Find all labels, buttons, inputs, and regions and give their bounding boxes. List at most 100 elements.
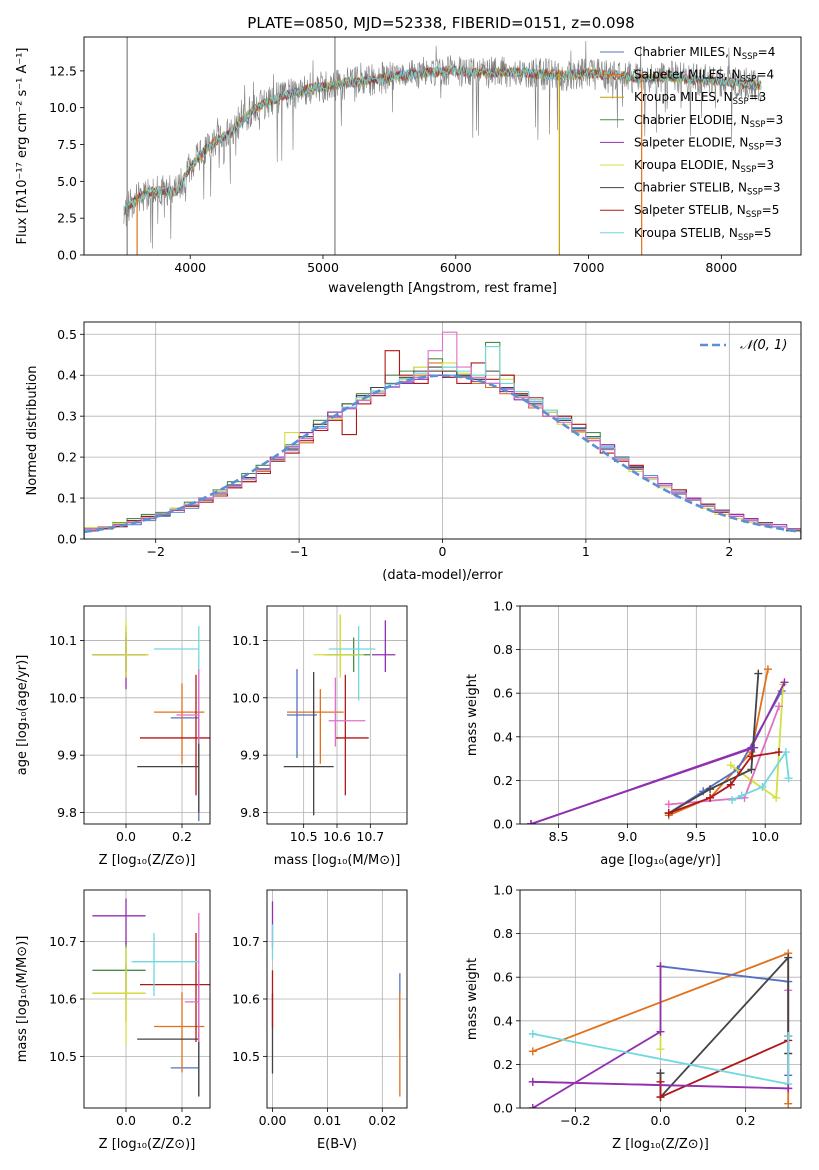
y-tick-label: 10.7 (49, 934, 77, 949)
mass_vs_Z-xlabel: Z [log₁₀(Z/Z⊙)] (99, 1137, 196, 1152)
y-tick-label: 9.8 (57, 805, 77, 820)
weight-series-marker (784, 1032, 793, 1041)
errorbar-point (184, 912, 200, 1043)
x-tick-label: −1 (290, 544, 308, 559)
y-tick-label: 9.8 (240, 805, 260, 820)
weight-series-marker (774, 702, 783, 711)
errorbar-point (287, 689, 344, 764)
weight_vs_age-frame (519, 605, 802, 825)
y-tick-label: 0.8 (493, 926, 513, 941)
y-tick-label: 0.2 (493, 1057, 513, 1072)
legend-label-val: =4 (758, 45, 776, 59)
mass_vs_ebv-frame (266, 889, 408, 1109)
weight-series-marker (737, 791, 746, 800)
weight-series-marker (780, 678, 789, 687)
x-tick-label: 0.00 (259, 1113, 287, 1128)
y-tick-label: 0.2 (57, 450, 77, 465)
legend-label: Kroupa STELIB, NSSP=5 (634, 226, 772, 243)
y-tick-label: 5.0 (57, 174, 77, 189)
x-tick-label: 1 (582, 544, 590, 559)
legend-label-val: =3 (766, 113, 784, 127)
legend-label-val: =4 (756, 68, 774, 82)
x-tick-label: 9.5 (686, 829, 706, 844)
weight-series-marker (656, 962, 665, 971)
y-tick-label: 12.5 (49, 63, 77, 78)
weight-series-marker (664, 809, 673, 818)
x-tick-label: 0 (439, 544, 447, 559)
weight-series-marker (758, 782, 767, 791)
spectrum-ylabel: Flux [fλ10⁻¹⁷ erg cm⁻² s⁻¹ A⁻¹] (15, 48, 30, 245)
residuals-ylabel: Normed distribution (25, 366, 40, 496)
errorbar-point (328, 626, 376, 701)
mass_vs_Z-frame (83, 889, 211, 1109)
weight-series-marker (706, 793, 715, 802)
x-tick-label: 10.0 (751, 829, 779, 844)
y-tick-label: 10.6 (232, 992, 260, 1007)
legend-label: Kroupa ELODIE, NSSP=3 (634, 158, 774, 175)
weight_vs_age-ylabel: mass weight (465, 674, 480, 756)
age_vs_Z-axes: 0.0 0.2 9.8 9.9 10.0 10.1 (49, 606, 210, 844)
x-tick-label: 0.0 (651, 1113, 671, 1128)
errorbar-point (92, 898, 146, 945)
weight-series-marker (750, 743, 759, 752)
errorbar-point (283, 671, 334, 816)
errorbar-point (92, 620, 149, 678)
legend-label-val: =5 (754, 226, 772, 240)
y-tick-label: 10.0 (49, 690, 77, 705)
x-tick-label: 5000 (307, 260, 339, 275)
y-tick-label: 9.9 (57, 748, 77, 763)
errorbar-point (287, 669, 317, 759)
errorbar-point (335, 674, 369, 796)
normal-legend-label: 𝒩(0, 1) (740, 338, 787, 353)
errorbar-point (92, 947, 146, 1045)
weight-series-marker (754, 669, 763, 678)
weight-series-marker (528, 1104, 537, 1108)
x-tick-label: 2 (725, 544, 733, 559)
weight-series-line (668, 673, 760, 814)
x-tick-label: 10.7 (356, 829, 384, 844)
weight-series-marker (664, 800, 673, 809)
y-tick-label: 10.6 (49, 992, 77, 1007)
weight-series-marker (772, 793, 781, 802)
x-tick-label: 9.0 (617, 829, 637, 844)
x-tick-label: 0.02 (368, 1113, 396, 1128)
legend-label: Salpeter MILES, NSSP=4 (634, 68, 774, 85)
y-tick-label: 0.0 (57, 532, 77, 547)
age_vs_mass-axes: 10.5 10.6 10.7 9.8 9.9 10.0 10.1 (232, 606, 407, 844)
weight_vs_Z-xlabel: Z [log₁₀(Z/Z⊙)] (612, 1137, 709, 1152)
legend-label: Chabrier ELODIE, NSSP=3 (634, 113, 783, 130)
legend-label: Chabrier STELIB, NSSP=3 (634, 181, 781, 198)
mass_vs_Z-ylabel: mass [log₁₀(M/M⊙)] (15, 936, 30, 1063)
x-tick-label: 0.01 (313, 1113, 341, 1128)
legend-label-sub: SSP (741, 75, 757, 85)
weight-series-marker (656, 1069, 665, 1078)
weight-series-marker (726, 761, 735, 770)
weight-series-marker (528, 1077, 537, 1086)
legend-label-val: =3 (763, 181, 781, 195)
residuals-xlabel: (data-model)/error (382, 568, 503, 583)
y-tick-label: 2.5 (57, 211, 77, 226)
y-tick-label: 9.9 (240, 748, 260, 763)
x-tick-label: 6000 (440, 260, 472, 275)
y-tick-label: 10.1 (232, 633, 260, 648)
y-tick-label: 0.1 (57, 491, 77, 506)
y-tick-label: 10.0 (49, 100, 77, 115)
weight-series-marker (656, 1045, 665, 1054)
legend-label-sub: SSP (750, 120, 766, 130)
x-tick-label: 8.5 (549, 829, 569, 844)
x-tick-label: 10.5 (290, 829, 318, 844)
x-tick-label: 0.2 (172, 1113, 192, 1128)
weight-series-line (730, 684, 784, 800)
y-tick-label: 0.2 (493, 773, 513, 788)
legend-label-sub: SSP (746, 210, 762, 220)
y-tick-label: 10.5 (49, 1049, 77, 1064)
normal-curve-line (84, 374, 801, 534)
weight_vs_age-xlabel: age [log₁₀(age/yr)] (600, 853, 721, 868)
legend-label-sub: SSP (748, 142, 764, 152)
weight-series-marker (774, 748, 783, 757)
y-tick-label: 0.6 (493, 686, 513, 701)
legend-label-sub: SSP (747, 188, 763, 198)
weight-series-marker (781, 748, 790, 757)
